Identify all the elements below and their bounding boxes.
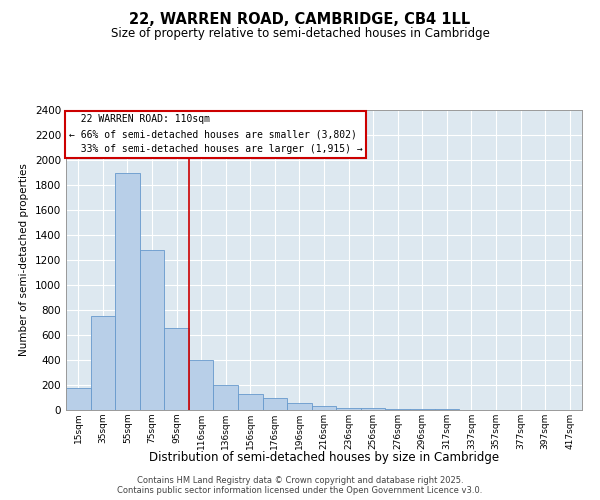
Bar <box>214 385 238 410</box>
Bar <box>164 328 189 410</box>
Bar <box>361 408 385 410</box>
Text: Size of property relative to semi-detached houses in Cambridge: Size of property relative to semi-detach… <box>110 28 490 40</box>
Bar <box>385 409 410 410</box>
Bar <box>140 250 164 410</box>
Bar <box>287 402 312 410</box>
Text: 22, WARREN ROAD, CAMBRIDGE, CB4 1LL: 22, WARREN ROAD, CAMBRIDGE, CB4 1LL <box>130 12 470 28</box>
Bar <box>336 408 361 410</box>
Text: 22 WARREN ROAD: 110sqm
← 66% of semi-detached houses are smaller (3,802)
  33% o: 22 WARREN ROAD: 110sqm ← 66% of semi-det… <box>68 114 362 154</box>
Bar <box>238 394 263 410</box>
Y-axis label: Number of semi-detached properties: Number of semi-detached properties <box>19 164 29 356</box>
Bar <box>312 406 336 410</box>
Bar <box>115 172 140 410</box>
Text: Contains public sector information licensed under the Open Government Licence v3: Contains public sector information licen… <box>118 486 482 495</box>
Bar <box>189 360 214 410</box>
Text: Distribution of semi-detached houses by size in Cambridge: Distribution of semi-detached houses by … <box>149 451 499 464</box>
Text: Contains HM Land Registry data © Crown copyright and database right 2025.: Contains HM Land Registry data © Crown c… <box>137 476 463 485</box>
Bar <box>66 388 91 410</box>
Bar <box>91 316 115 410</box>
Bar <box>263 398 287 410</box>
